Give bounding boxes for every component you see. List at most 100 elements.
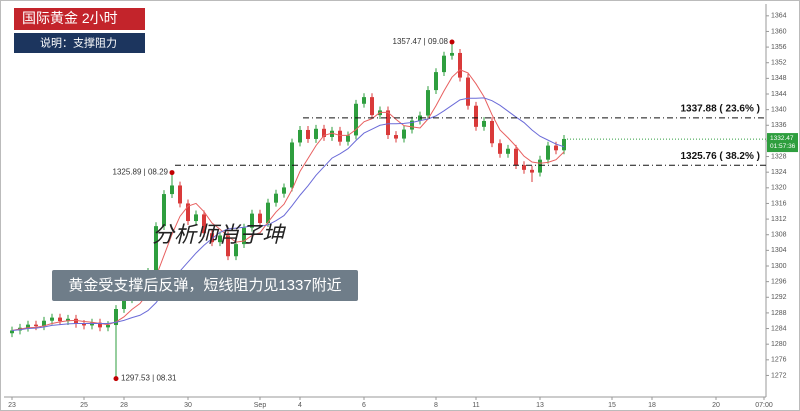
y-tick-label: 1364 xyxy=(771,13,787,20)
y-tick-label: 1356 xyxy=(771,44,787,51)
candle-body xyxy=(394,135,398,139)
chart-title: 国际黄金 2小时 xyxy=(22,10,118,26)
y-tick-label: 1328 xyxy=(771,153,787,160)
x-tick-label: 20 xyxy=(712,402,720,409)
candle-body xyxy=(354,103,358,136)
candle-body xyxy=(434,72,438,91)
candle-body xyxy=(474,105,478,127)
y-tick-label: 1300 xyxy=(771,263,787,270)
candle-body xyxy=(386,110,390,136)
y-tick-label: 1292 xyxy=(771,294,787,301)
subtitle-box xyxy=(14,33,145,53)
x-tick-label: 15 xyxy=(608,402,616,409)
y-tick-label: 1276 xyxy=(771,357,787,364)
candle-body xyxy=(250,213,254,228)
point-label: 1297.53 | 08.31 xyxy=(121,374,177,383)
candle-body xyxy=(170,185,174,195)
candle-body xyxy=(466,77,470,106)
extreme-marker xyxy=(449,39,455,45)
y-tick-label: 1340 xyxy=(771,106,787,113)
y-tick-label: 1308 xyxy=(771,232,787,239)
candle-body xyxy=(10,330,14,334)
candle-body xyxy=(322,128,326,137)
candle-body xyxy=(274,193,278,203)
y-tick-label: 1352 xyxy=(771,60,787,67)
x-tick-label: Sep xyxy=(254,402,267,409)
y-tick-label: 1320 xyxy=(771,185,787,192)
candle-body xyxy=(410,120,414,130)
candle-body xyxy=(554,145,558,151)
candle-body xyxy=(178,185,182,204)
candle-body xyxy=(266,202,270,223)
candle-body xyxy=(546,145,550,160)
candle-body xyxy=(98,322,102,328)
y-tick-label: 1316 xyxy=(771,200,787,207)
y-tick-label: 1284 xyxy=(771,325,787,332)
candle-body xyxy=(538,159,542,173)
moving-average xyxy=(11,97,565,331)
candle-body xyxy=(34,324,38,327)
x-tick-label: 28 xyxy=(120,402,128,409)
moving-average xyxy=(11,69,565,331)
plot-area: 1272 1276 1280 1284 1288 1292 1296 1300 1304 1308… xyxy=(8,13,787,409)
candle-body xyxy=(402,129,406,139)
x-tick-label: 11 xyxy=(472,402,479,409)
y-tick-label: 1280 xyxy=(771,341,787,348)
caption-box xyxy=(52,270,358,301)
candle-body xyxy=(154,226,158,272)
candle-body xyxy=(210,233,214,243)
candle-body xyxy=(506,148,510,154)
y-tick-label: 1344 xyxy=(771,91,787,98)
candle-body xyxy=(114,309,118,326)
candle-body xyxy=(482,120,486,127)
x-tick-label: 8 xyxy=(434,402,438,409)
candle-body xyxy=(26,324,30,328)
candle-body xyxy=(522,165,526,170)
candle-body xyxy=(346,135,350,142)
candle-body xyxy=(218,235,222,243)
x-tick-label: 25 xyxy=(80,402,88,409)
y-tick-label: 1304 xyxy=(771,247,787,254)
candle-body xyxy=(74,318,78,324)
candle-body xyxy=(370,97,374,116)
countdown-label: 01:57:36 xyxy=(770,143,796,150)
watermark: 分析师肖子坤 xyxy=(152,223,287,248)
candle-body xyxy=(66,318,70,322)
x-tick-label: 18 xyxy=(648,402,656,409)
candle-body xyxy=(442,55,446,73)
x-tick-label: 13 xyxy=(536,402,544,409)
candle-body xyxy=(82,323,86,326)
candle-body xyxy=(490,120,494,144)
x-tick-label: 30 xyxy=(184,402,192,409)
x-tick-label: 4 xyxy=(298,402,302,409)
candle-body xyxy=(498,143,502,154)
candle-body xyxy=(90,322,94,326)
candle-body xyxy=(562,138,566,151)
candle-body xyxy=(282,187,286,194)
x-tick-label: 07:00 xyxy=(755,402,773,409)
y-tick-label: 1336 xyxy=(771,122,787,129)
y-tick-label: 1360 xyxy=(771,28,787,35)
candle-body xyxy=(306,129,310,139)
candle-body xyxy=(162,194,166,227)
y-tick-label: 1272 xyxy=(771,372,787,379)
candle-body xyxy=(50,317,54,321)
y-tick-label: 1312 xyxy=(771,216,787,223)
candle-body xyxy=(194,214,198,222)
candle-body xyxy=(530,169,534,173)
candle-body xyxy=(426,90,430,116)
title-box xyxy=(14,8,145,30)
chart-subtitle: 说明：支撑阻力 xyxy=(40,35,117,49)
last-price-label: 1332.47 xyxy=(770,135,794,142)
y-tick-label: 1288 xyxy=(771,310,787,317)
x-tick-label: 6 xyxy=(362,402,366,409)
candle-body xyxy=(298,129,302,143)
y-tick-label: 1296 xyxy=(771,278,787,285)
candle-body xyxy=(362,97,366,104)
candle-body xyxy=(314,128,318,139)
candle-body xyxy=(58,317,62,322)
y-tick-label: 1348 xyxy=(771,75,787,82)
candle-body xyxy=(450,52,454,56)
